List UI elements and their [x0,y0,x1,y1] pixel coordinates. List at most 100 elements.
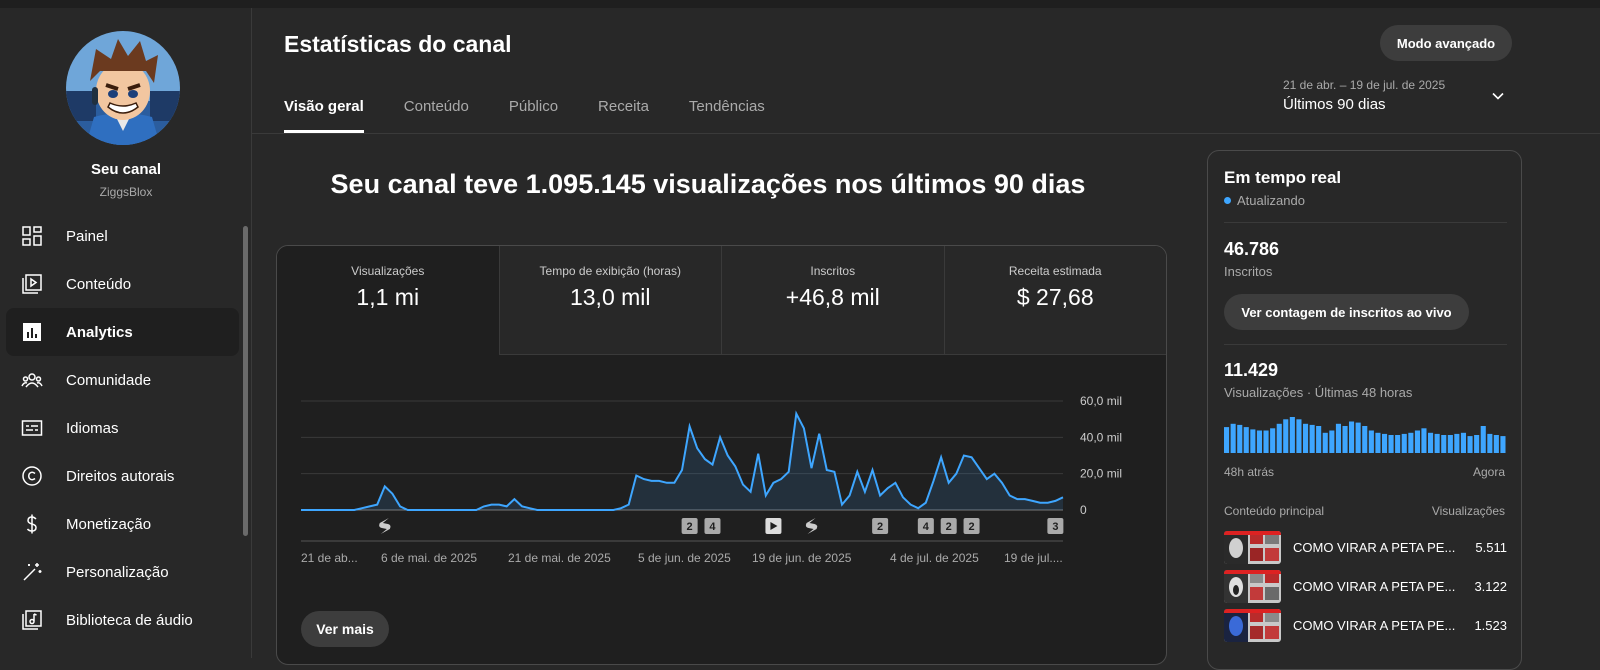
views-bar [1335,423,1341,453]
analytics-icon [19,319,45,345]
svg-text:4: 4 [709,521,716,533]
page-title: Estatísticas do canal [284,31,512,57]
views-bar [1474,435,1480,453]
channel-name: Seu canal [90,161,162,178]
sidebar-scrollbar[interactable] [243,226,248,536]
y-tick-label: 0 [1080,503,1087,517]
views-bar [1441,435,1447,453]
advanced-mode-button[interactable]: Modo avançado [1380,25,1512,61]
views-48h-bar-chart[interactable] [1224,413,1507,453]
x-tick-label: 21 de ab... [301,551,358,565]
metric-watch-time[interactable]: Tempo de exibição (horas) 13,0 mil [498,246,721,355]
sidebar-item-label: Analytics [66,323,133,341]
live-subscriber-count-button[interactable]: Ver contagem de inscritos ao vivo [1224,294,1469,330]
views-bar [1382,433,1388,453]
content-icon [19,271,45,297]
subscriber-label: Inscritos [1224,264,1273,279]
tab-conteudo[interactable]: Conteúdo [403,98,469,115]
copyright-icon [19,463,45,489]
views-bar [1487,433,1493,453]
video-views: 5.511 [1475,539,1507,555]
top-border [0,0,1600,8]
views-bar [1316,426,1322,453]
period-selector[interactable]: Últimos 90 dias [1283,96,1386,113]
views-48h-label: Visualizações · Últimas 48 horas [1224,385,1413,400]
svg-text:2: 2 [687,521,693,533]
marker-badge: 2 [681,518,698,534]
sidebar-nav: Painel Conteúdo Analytics Comunidade Idi… [6,212,239,644]
marker-badge: 3 [1047,518,1064,534]
sidebar-item-painel[interactable]: Painel [6,212,239,260]
sidebar-item-label: Personalização [66,563,169,581]
marker-badge: 2 [963,518,980,534]
views-bar [1329,430,1335,453]
list-item[interactable]: COMO VIRAR A PETA PE... 1.523 [1224,607,1507,643]
views-bar [1309,424,1315,453]
views-bar [1414,430,1420,453]
tab-publico[interactable]: Público [508,98,559,115]
dollar-icon [19,511,45,537]
sidebar-item-idiomas[interactable]: Idiomas [6,404,239,452]
sidebar-item-label: Biblioteca de áudio [66,611,193,629]
views-bar [1270,428,1276,453]
tab-receita[interactable]: Receita [598,98,649,115]
chevron-down-icon[interactable] [1490,88,1506,109]
metric-value: 1,1 mi [356,284,420,310]
divider [1224,344,1507,345]
see-more-button[interactable]: Ver mais [301,611,389,647]
x-tick-label: 19 de jun. de 2025 [752,551,852,565]
subscriber-count: 46.786 [1224,239,1280,259]
metric-views[interactable]: Visualizações 1,1 mi [277,246,499,355]
metric-label: Inscritos [810,264,856,278]
list-item[interactable]: COMO VIRAR A PETA PE... 5.511 [1224,529,1507,565]
views-bar [1368,430,1374,453]
marker-badge: 4 [917,518,934,534]
list-item[interactable]: COMO VIRAR A PETA PE... 3.122 [1224,568,1507,604]
svg-text:2: 2 [877,521,883,533]
svg-text:4: 4 [923,521,930,533]
overview-card: Visualizações 1,1 mi Tempo de exibição (… [276,245,1167,665]
views-bar [1500,436,1506,453]
metric-tabs: Visualizações 1,1 mi Tempo de exibição (… [277,246,1166,355]
channel-handle: ZiggsBlox [99,185,153,199]
views-bar [1493,435,1499,453]
metric-revenue[interactable]: Receita estimada $ 27,68 [943,246,1166,355]
video-thumbnail [1224,530,1281,564]
views-bar [1355,422,1361,453]
views-bar [1342,426,1348,453]
marker-shorts-icon [805,518,818,534]
sidebar-item-label: Direitos autorais [66,467,175,485]
sidebar-item-analytics[interactable]: Analytics [6,308,239,356]
views-bar [1434,433,1440,453]
svg-text:2: 2 [946,521,952,533]
views-bar [1467,436,1473,453]
date-range[interactable]: 21 de abr. – 19 de jul. de 2025 [1283,78,1446,92]
metric-label: Tempo de exibição (horas) [539,264,681,278]
bar-axis-end: Agora [1472,465,1505,479]
header-divider [252,133,1600,134]
summary-headline: Seu canal teve 1.095.145 visualizações n… [330,169,1086,199]
channel-avatar[interactable] [66,31,180,145]
sidebar-item-biblioteca-de-audio[interactable]: Biblioteca de áudio [6,596,239,644]
svg-text:3: 3 [1052,521,1058,533]
marker-shorts-icon [379,518,391,534]
views-bar [1237,424,1243,453]
marker-badge: 2 [940,518,957,534]
views-bar [1263,430,1269,453]
views-bar [1428,432,1434,453]
tab-tendencias[interactable]: Tendências [688,98,765,115]
tab-visao-geral[interactable]: Visão geral [284,98,364,133]
y-tick-label: 60,0 mil [1080,394,1122,408]
views-chart[interactable]: 60,0 mil 40,0 mil 20,0 mil 0 2 4 2 4 2 2 3 21 de ab… [277,355,1167,595]
sidebar-item-comunidade[interactable]: Comunidade [6,356,239,404]
metric-subscribers[interactable]: Inscritos +46,8 mil [721,246,944,355]
sidebar: Seu canal ZiggsBlox Painel Conteúdo Anal… [0,8,252,658]
sidebar-item-personalizacao[interactable]: Personalização [6,548,239,596]
metric-label: Visualizações [351,264,425,278]
y-tick-label: 20,0 mil [1080,467,1122,481]
metric-label: Receita estimada [1008,264,1102,278]
sidebar-item-conteudo[interactable]: Conteúdo [6,260,239,308]
sidebar-item-direitos-autorais[interactable]: Direitos autorais [6,452,239,500]
views-bar [1480,426,1486,453]
sidebar-item-monetizacao[interactable]: Monetização [6,500,239,548]
